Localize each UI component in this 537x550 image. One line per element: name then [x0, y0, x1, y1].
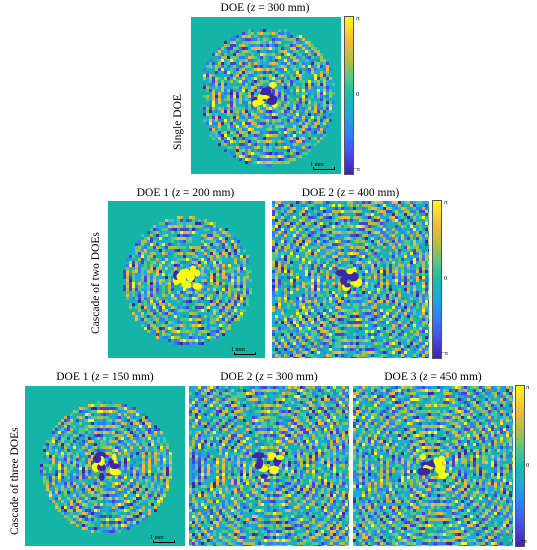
scale-bar: 1 mm: [231, 343, 256, 355]
colorbar-row1: [344, 16, 354, 175]
phase-image-row3-doe3: [353, 386, 513, 546]
row-label-single-doe: Single DOE: [172, 94, 184, 150]
panel-title-row2-doe1: DOE 1 (z = 200 mm): [136, 187, 235, 199]
phase-image-row2-doe2: [272, 201, 429, 358]
phase-pattern: [203, 29, 335, 167]
row-label-cascade-two: Cascade of two DOEs: [90, 232, 102, 334]
colorbar-tick-top: π: [356, 15, 360, 22]
phase-pattern: [353, 386, 513, 546]
phase-pattern: [40, 401, 172, 533]
phase-image-row3-doe1: [25, 386, 185, 546]
colorbar-tick-mid: 0: [526, 462, 530, 469]
phase-image-row3-doe2: [189, 386, 349, 546]
colorbar-row3: [515, 385, 525, 547]
colorbar-tick-top: π: [526, 384, 530, 391]
colorbar-tick-top: π: [444, 199, 448, 206]
phase-pattern: [272, 201, 429, 358]
scale-bar: 1 mm: [150, 531, 175, 543]
colorbar-tick-bottom: −π: [441, 350, 448, 357]
phase-image-row2-doe1: [108, 201, 265, 358]
panel-title-row1-doe: DOE (z = 300 mm): [220, 2, 310, 14]
panel-title-row3-doe3: DOE 3 (z = 450 mm): [384, 371, 482, 383]
colorbar-tick-bottom: −π: [353, 166, 360, 173]
colorbar-row2: [432, 200, 442, 359]
panel-title-row3-doe2: DOE 2 (z = 300 mm): [220, 371, 318, 383]
colorbar-tick-bottom: −π: [520, 538, 527, 545]
scale-bar: 1 mm: [310, 158, 335, 170]
row-label-cascade-three: Cascade of three DOEs: [9, 427, 21, 535]
phase-pattern: [189, 386, 349, 546]
colorbar-tick-mid: 0: [444, 275, 448, 282]
phase-pattern: [123, 216, 252, 345]
phase-image-row1-doe: [191, 17, 341, 174]
colorbar-tick-mid: 0: [356, 91, 360, 98]
panel-title-row3-doe1: DOE 1 (z = 150 mm): [56, 371, 154, 383]
panel-title-row2-doe2: DOE 2 (z = 400 mm): [301, 187, 400, 199]
